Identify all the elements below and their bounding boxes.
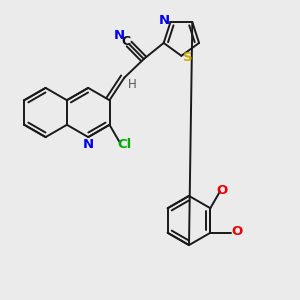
Text: C: C (121, 35, 130, 48)
Text: N: N (158, 14, 169, 27)
Text: O: O (231, 225, 242, 239)
Text: N: N (113, 28, 124, 41)
Text: O: O (217, 184, 228, 197)
Text: H: H (128, 78, 136, 91)
Text: S: S (183, 51, 193, 64)
Text: N: N (82, 138, 94, 152)
Text: Cl: Cl (117, 138, 131, 151)
